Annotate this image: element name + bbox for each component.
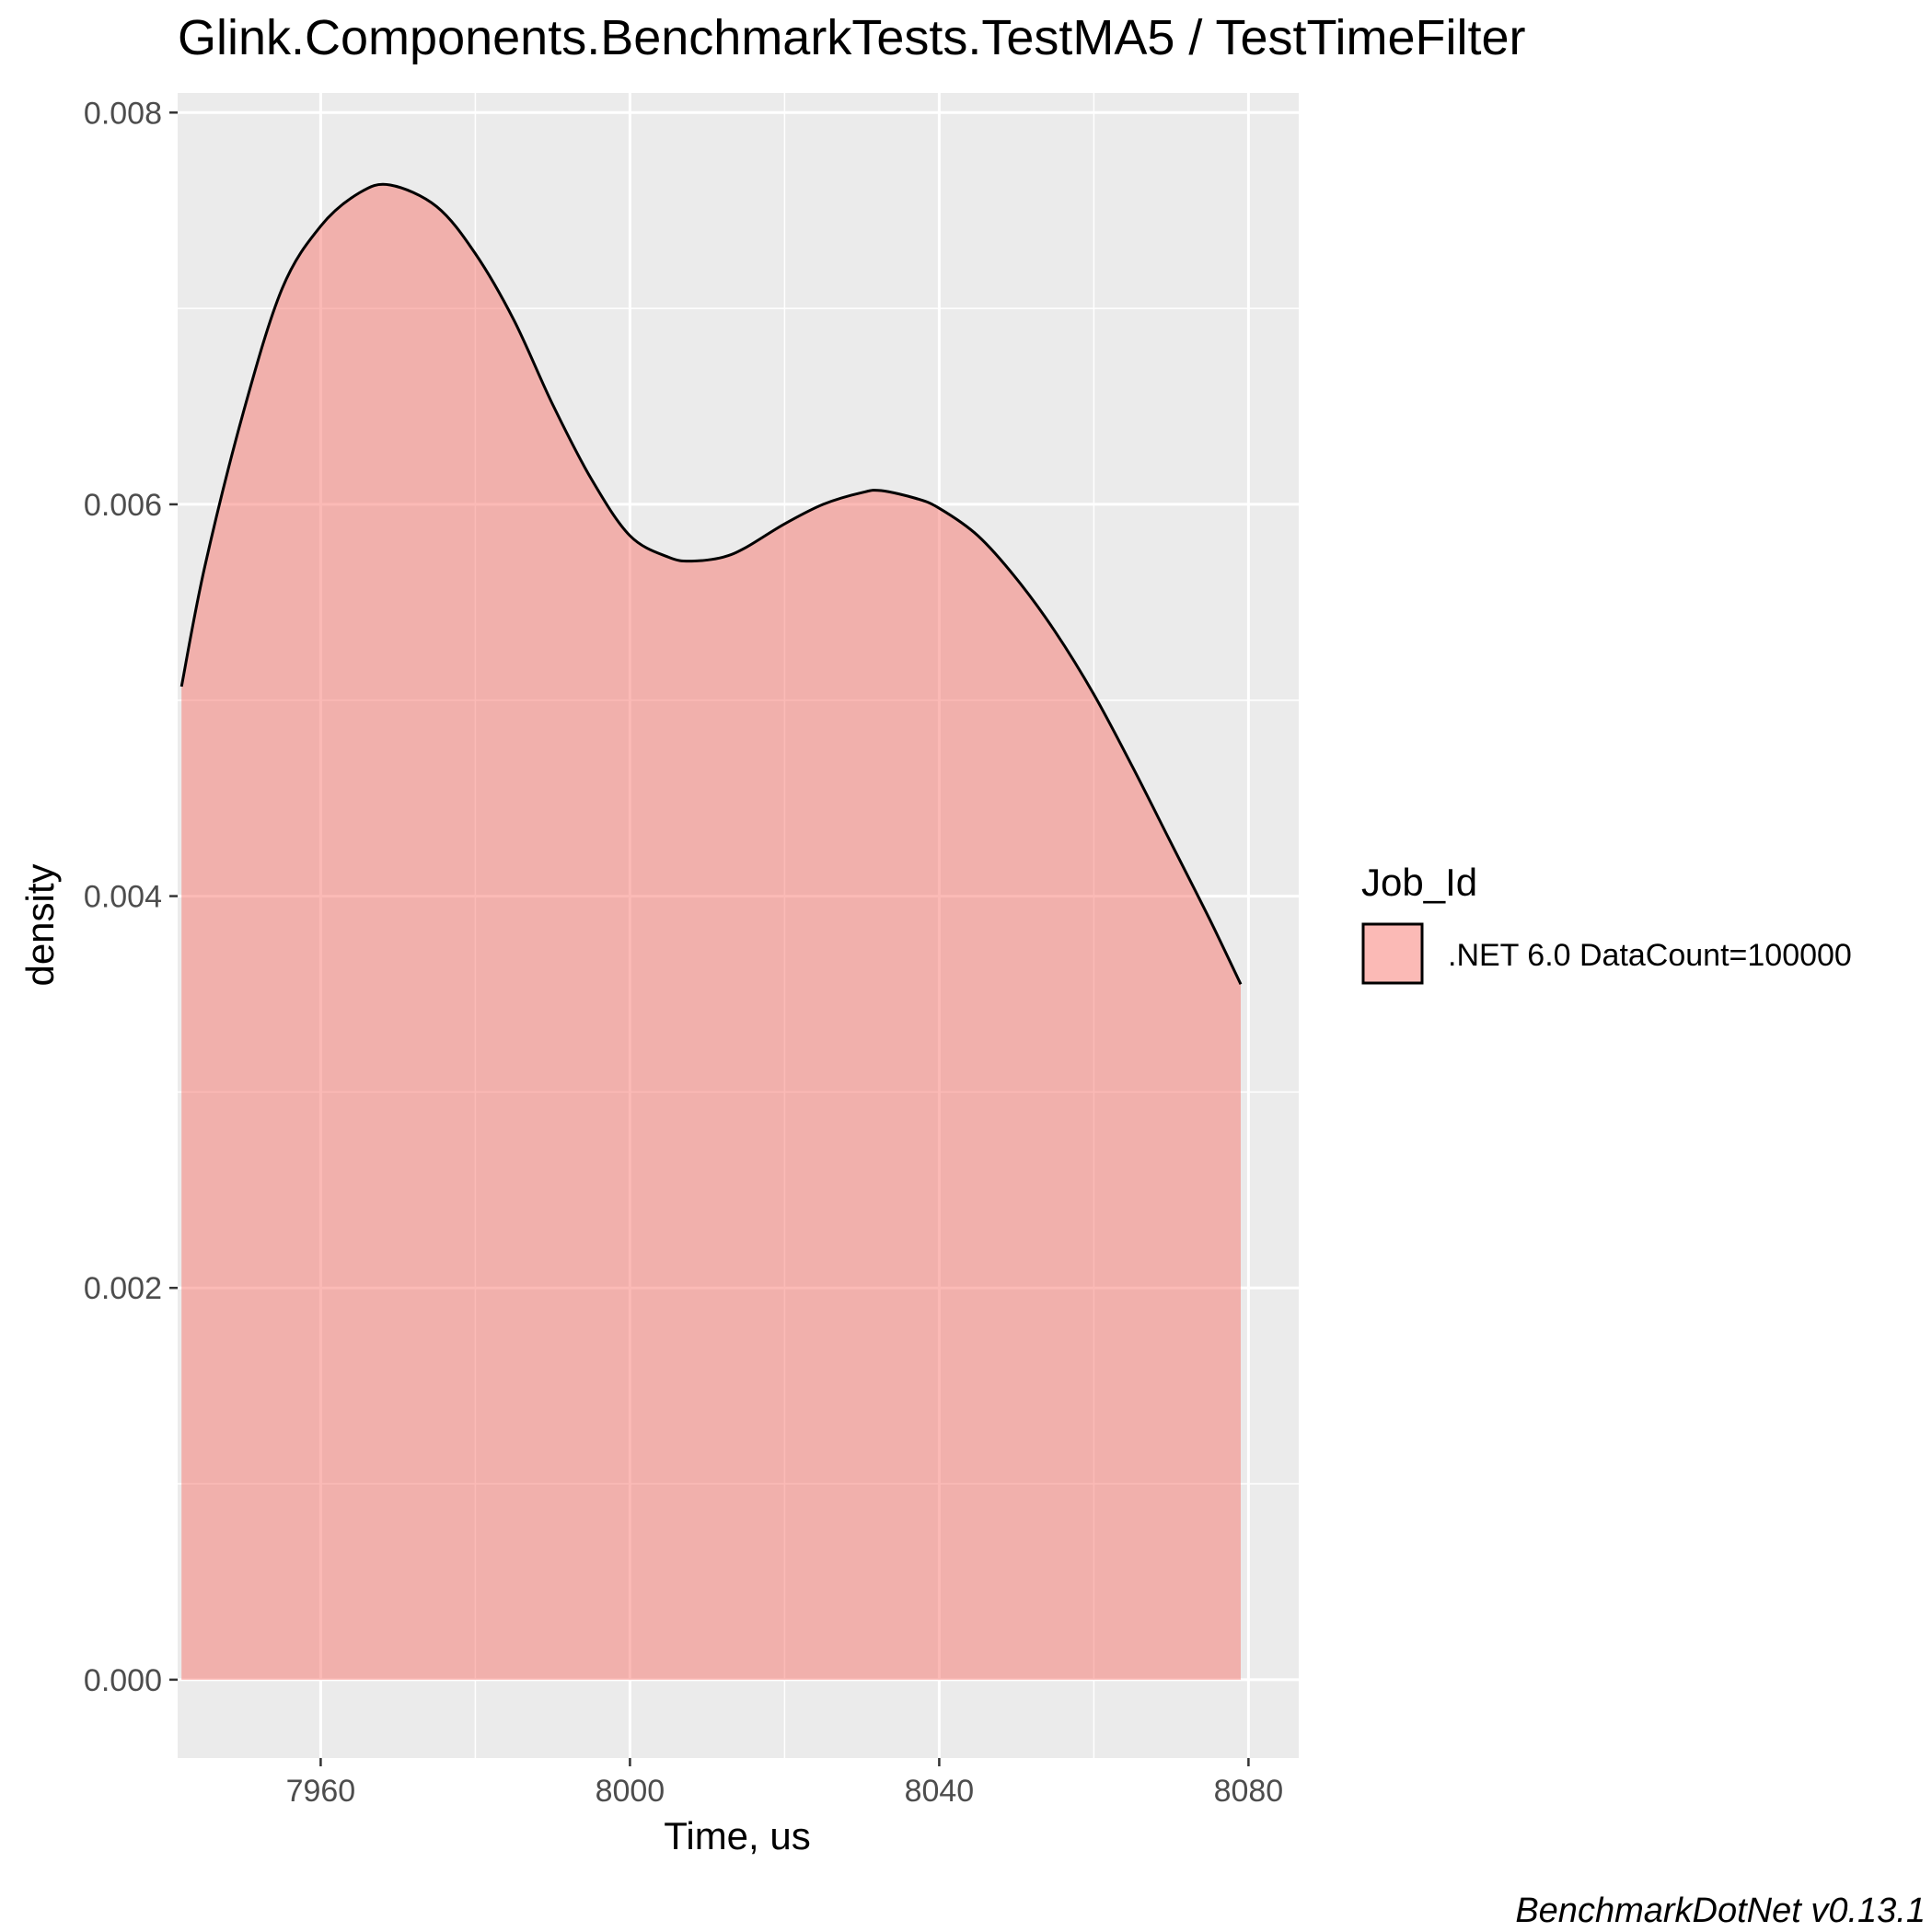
y-axis-title: density [18,863,62,986]
axis-ticks [169,111,1250,1766]
legend-label: .NET 6.0 DataCount=100000 [1448,938,1852,973]
legend-title: Job_Id [1361,861,1477,904]
x-tick-label: 7960 [286,1774,356,1809]
density-line [179,182,1243,985]
tick-labels: 7960 8000 8040 8080 0.000 0.002 0.004 0.006 0.00… [84,96,1283,1809]
x-axis-title: Time, us [664,1814,810,1857]
legend-key-swatch [1361,922,1424,985]
y-tick-label: 0.008 [84,96,162,131]
chart-title: Glink.Components.BenchmarkTests.TestMA5 … [178,10,1526,65]
density-area [181,184,1242,1680]
y-tick-label: 0.000 [84,1663,162,1698]
y-tick-label: 0.006 [84,488,162,523]
x-tick-label: 8040 [905,1774,975,1809]
y-tick-label: 0.004 [84,880,162,915]
caption: BenchmarkDotNet v0.13.1 [1515,1892,1926,1930]
x-tick-label: 8080 [1214,1774,1284,1809]
legend: Job_Id .NET 6.0 DataCount=100000 [1361,861,1852,985]
y-tick-label: 0.002 [84,1271,162,1306]
x-tick-label: 8000 [596,1774,665,1809]
